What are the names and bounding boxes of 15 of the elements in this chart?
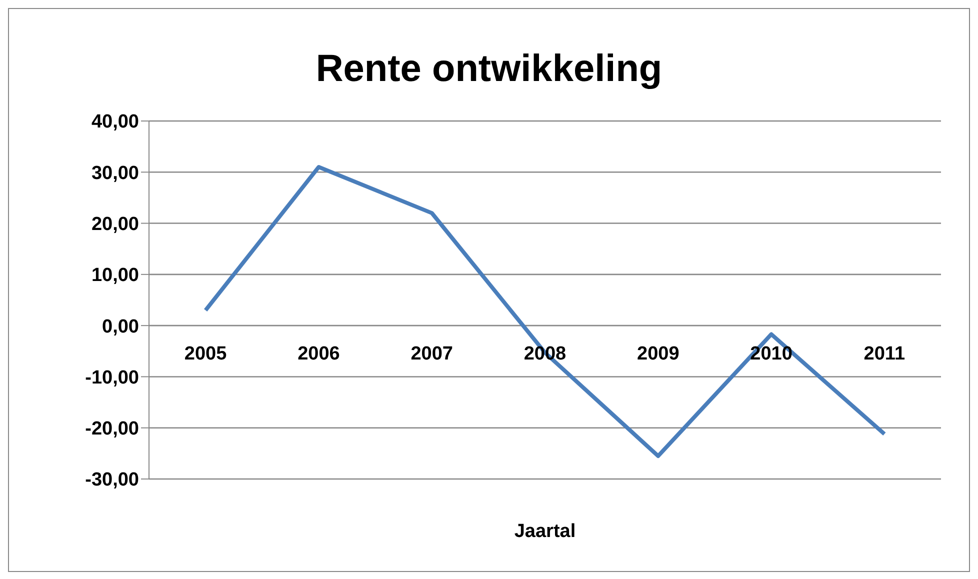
x-tick-label: 2007 [410,344,453,365]
y-tick-label: 20,00 [91,214,139,236]
y-tick-label: 40,00 [91,112,139,133]
y-tick-label: -20,00 [85,418,139,440]
x-tick-label: 2009 [637,344,680,365]
chart-title: Rente ontwikkeling [314,47,664,91]
x-tick-label: 2006 [298,344,340,365]
x-tick-label: 2011 [864,344,906,365]
y-tick-label: 10,00 [91,265,139,286]
y-tick-label: 30,00 [91,162,139,184]
y-tick-label: -30,00 [85,470,139,491]
x-axis-title: Jaartal [513,521,577,543]
y-tick-label: -10,00 [85,367,139,388]
x-tick-label: 2005 [184,344,228,365]
y-tick-label: 0,00 [102,316,139,338]
